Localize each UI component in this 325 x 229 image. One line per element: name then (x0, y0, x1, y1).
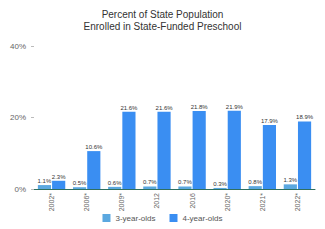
svg-text:20%: 20% (10, 113, 26, 122)
svg-text:2009*: 2009* (118, 193, 125, 212)
svg-text:2006*: 2006* (83, 193, 90, 212)
svg-text:10.6%: 10.6% (85, 144, 103, 150)
svg-text:0.7%: 0.7% (178, 179, 192, 185)
svg-text:0%: 0% (14, 185, 26, 194)
svg-text:17.9%: 17.9% (261, 118, 279, 124)
svg-text:21.8%: 21.8% (191, 104, 209, 110)
svg-text:0.8%: 0.8% (248, 179, 262, 185)
svg-text:2021*: 2021* (259, 193, 266, 212)
svg-text:3-year-olds: 3-year-olds (115, 214, 155, 223)
svg-text:1.3%: 1.3% (283, 177, 297, 183)
svg-text:2012: 2012 (153, 193, 160, 209)
svg-text:18.9%: 18.9% (296, 114, 314, 120)
svg-text:2022*: 2022* (294, 193, 301, 212)
svg-text:4-year-olds: 4-year-olds (183, 214, 223, 223)
svg-text:2020*: 2020* (224, 193, 231, 212)
svg-text:0.5%: 0.5% (73, 180, 87, 186)
svg-text:2.3%: 2.3% (52, 174, 66, 180)
svg-text:Percent of State Population: Percent of State Population (102, 9, 224, 20)
svg-text:2002*: 2002* (48, 193, 55, 212)
svg-text:Enrolled in State-Funded Presc: Enrolled in State-Funded Preschool (84, 21, 242, 32)
svg-text:2016: 2016 (189, 193, 196, 209)
svg-text:21.6%: 21.6% (120, 105, 138, 111)
svg-text:40%: 40% (10, 42, 26, 51)
svg-text:0.6%: 0.6% (108, 180, 122, 186)
svg-text:0.3%: 0.3% (213, 181, 227, 187)
svg-text:0.7%: 0.7% (143, 179, 157, 185)
svg-text:21.9%: 21.9% (226, 104, 244, 110)
svg-text:21.6%: 21.6% (156, 105, 174, 111)
svg-text:1.1%: 1.1% (38, 178, 52, 184)
